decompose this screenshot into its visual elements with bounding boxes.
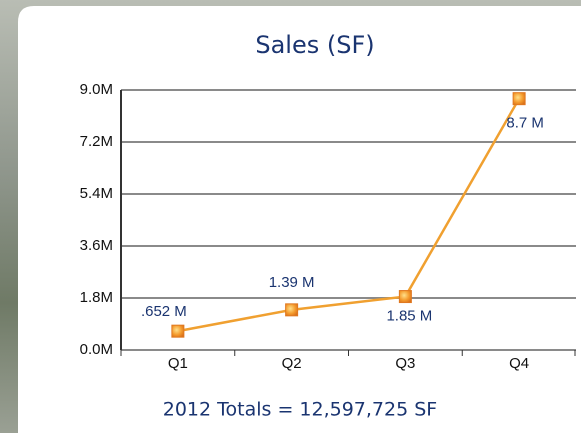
footer-total: 2012 Totals = 12,597,725 SF: [163, 399, 437, 421]
x-tick-label: Q2: [282, 355, 302, 372]
x-tick-label: Q4: [509, 355, 529, 372]
chart: Sales (SF) 2012 Totals = 12,597,725 SF 0…: [0, 0, 581, 433]
y-tick-label: 9.0M: [80, 81, 113, 98]
data-point: [513, 93, 525, 105]
data-point: [399, 291, 411, 303]
x-tick-label: Q3: [395, 355, 415, 372]
y-tick-label: 7.2M: [80, 133, 113, 150]
data-label: 1.85 M: [386, 308, 432, 325]
y-tick-label: 0.0M: [80, 341, 113, 358]
data-label: 8.7 M: [506, 115, 544, 132]
x-tick-label: Q1: [168, 355, 188, 372]
data-label: 1.39 M: [269, 274, 315, 291]
data-label: .652 M: [141, 303, 187, 320]
y-tick-label: 5.4M: [80, 185, 113, 202]
chart-title: Sales (SF): [255, 31, 374, 59]
y-tick-label: 1.8M: [80, 289, 113, 306]
y-tick-label: 3.6M: [80, 237, 113, 254]
data-point: [172, 325, 184, 337]
data-point: [286, 304, 298, 316]
